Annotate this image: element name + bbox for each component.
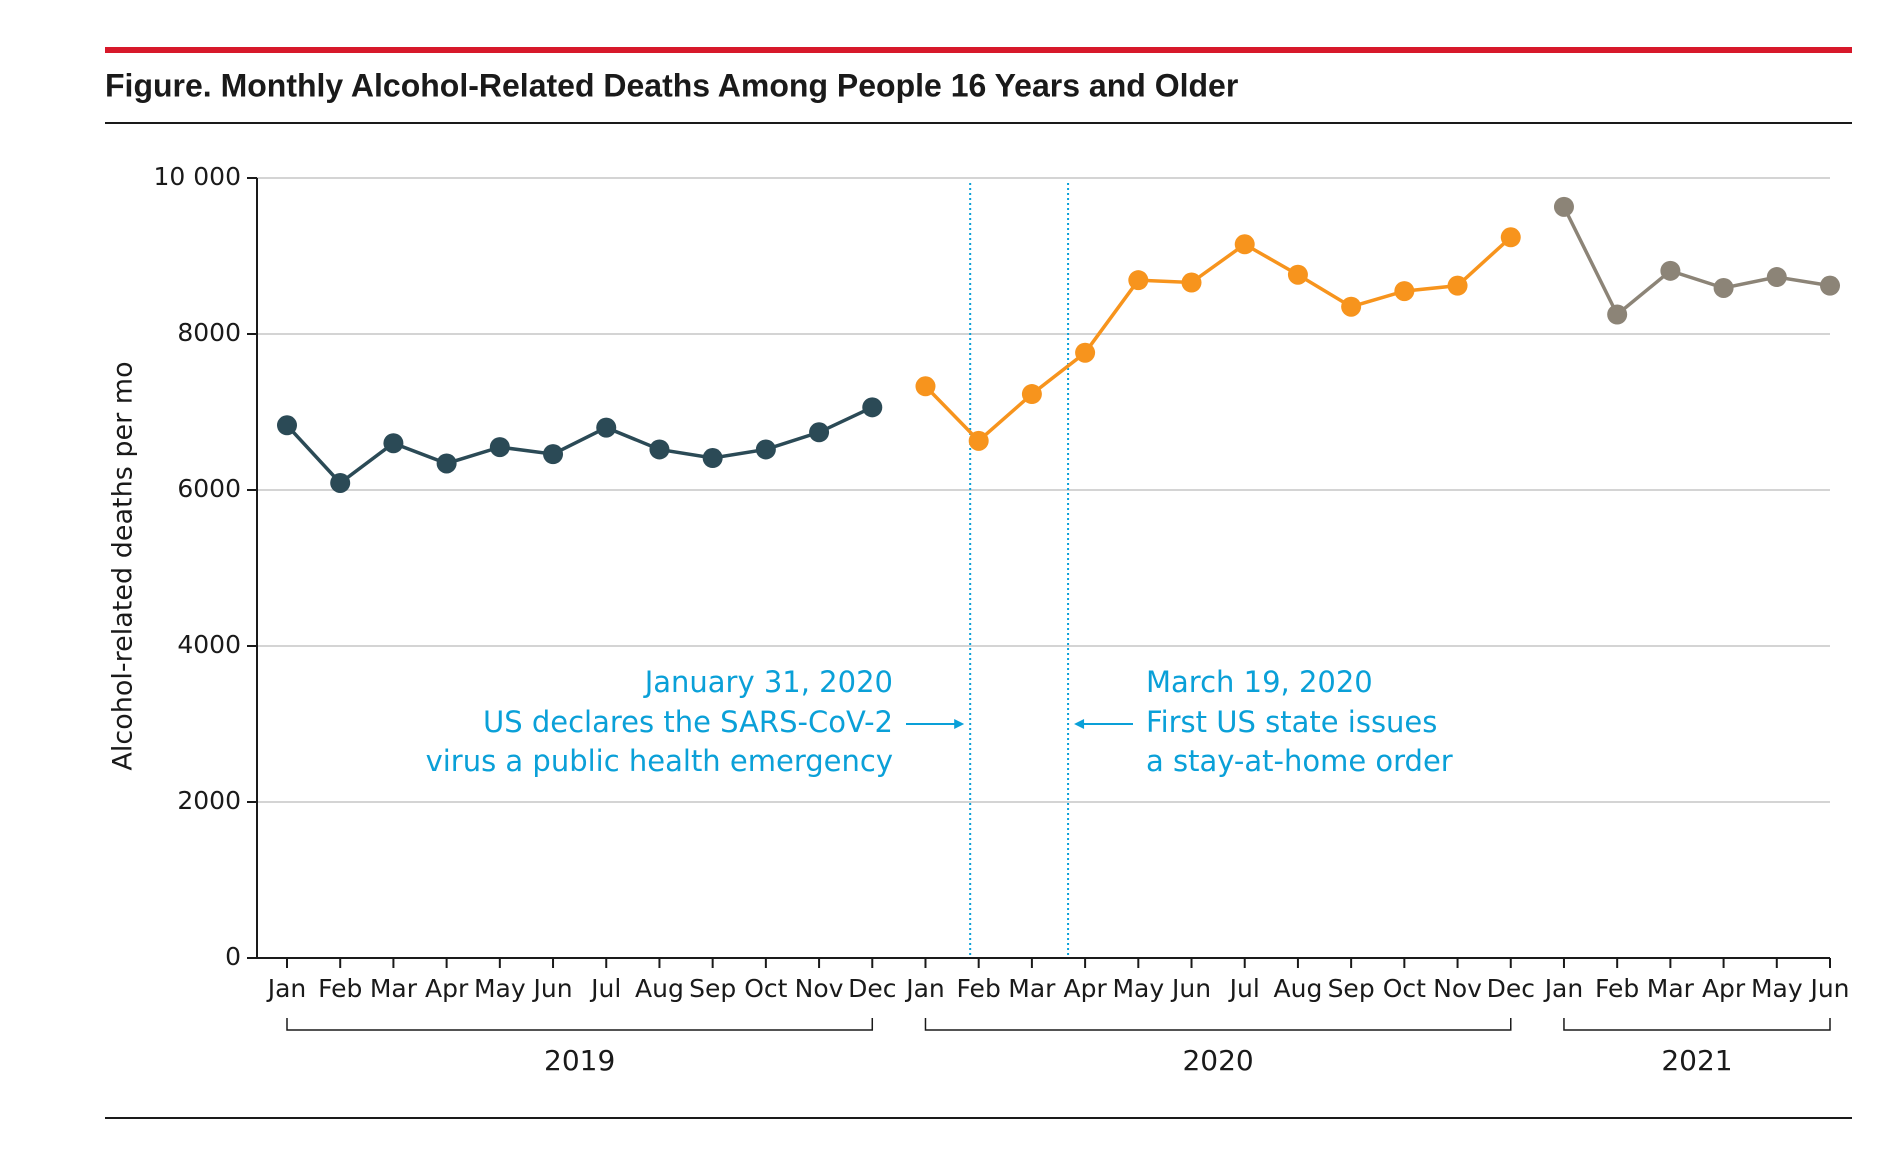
data-point xyxy=(1713,277,1734,298)
data-point xyxy=(915,376,936,397)
arrow-head xyxy=(1074,719,1085,729)
year-bracket xyxy=(1563,1018,1831,1031)
data-point xyxy=(1234,234,1255,255)
x-tick-label: Feb xyxy=(1595,974,1639,1003)
annotation-text: First US state issues xyxy=(1146,705,1437,739)
data-point xyxy=(968,430,989,451)
y-tick-label: 2000 xyxy=(177,786,241,815)
x-tick-label: Apr xyxy=(425,974,469,1003)
annotation-text: March 19, 2020 xyxy=(1146,665,1373,699)
x-tick-label: Sep xyxy=(1328,974,1375,1003)
year-label: 2019 xyxy=(544,1044,615,1077)
x-tick-label: Nov xyxy=(795,974,844,1003)
chart-title: Figure. Monthly Alcohol-Related Deaths A… xyxy=(105,67,1238,103)
year-label: 2020 xyxy=(1182,1044,1253,1077)
x-tick-label: Oct xyxy=(744,974,787,1003)
arrow-head xyxy=(954,719,965,729)
x-tick-label: Apr xyxy=(1063,974,1107,1003)
data-point xyxy=(489,437,510,458)
x-tick-label: May xyxy=(474,974,526,1003)
x-tick-label: Feb xyxy=(957,974,1001,1003)
year-bracket xyxy=(924,1018,1512,1031)
x-tick-label: Dec xyxy=(1487,974,1535,1003)
x-tick-label: Mar xyxy=(1008,974,1056,1003)
x-tick-label: Jul xyxy=(1228,974,1260,1003)
x-tick-label: Jun xyxy=(1170,974,1211,1003)
x-tick-label: Aug xyxy=(635,974,684,1003)
data-point xyxy=(1820,275,1840,296)
annotation-text: virus a public health emergency xyxy=(426,744,893,778)
x-tick-label: Jan xyxy=(266,974,307,1003)
y-tick-label: 4000 xyxy=(177,630,241,659)
x-tick-label: Mar xyxy=(1647,974,1695,1003)
x-tick-label: Jan xyxy=(1543,974,1584,1003)
data-point xyxy=(1181,272,1202,293)
x-tick-label: Nov xyxy=(1433,974,1482,1003)
data-point xyxy=(1553,196,1574,217)
y-axis-label: Alcohol-related deaths per mo xyxy=(108,361,139,770)
series-line xyxy=(924,235,1512,444)
x-tick-label: May xyxy=(1112,974,1164,1003)
x-tick-label: May xyxy=(1751,974,1803,1003)
data-point xyxy=(277,415,297,436)
data-point xyxy=(702,448,723,469)
data-point xyxy=(543,444,564,465)
data-point xyxy=(1021,384,1042,405)
x-tick-label: Dec xyxy=(848,974,896,1003)
series-line xyxy=(285,405,874,486)
annotation-text: January 31, 2020 xyxy=(643,665,893,699)
y-tick-label: 0 xyxy=(225,942,241,971)
x-tick-label: Jun xyxy=(532,974,573,1003)
year-bracket xyxy=(286,1018,874,1031)
data-point xyxy=(330,472,351,493)
data-point xyxy=(1660,260,1681,281)
x-tick-label: Jun xyxy=(1808,974,1849,1003)
series-line xyxy=(1562,206,1831,318)
data-point xyxy=(1766,267,1787,288)
data-point xyxy=(596,417,617,438)
data-point xyxy=(809,422,830,443)
x-tick-label: Sep xyxy=(689,974,736,1003)
data-point xyxy=(862,397,883,418)
data-point xyxy=(1341,296,1362,317)
y-tick-label: 6000 xyxy=(177,474,241,503)
top-bar xyxy=(105,47,1852,53)
annotation-text: a stay-at-home order xyxy=(1146,744,1453,778)
year-label: 2021 xyxy=(1661,1044,1732,1077)
x-tick-label: Apr xyxy=(1702,974,1746,1003)
x-tick-label: Oct xyxy=(1383,974,1426,1003)
data-point xyxy=(436,453,457,474)
data-point xyxy=(1607,304,1628,325)
data-point xyxy=(1287,264,1308,285)
annotation-text: US declares the SARS-CoV-2 xyxy=(483,705,893,739)
x-tick-label: Mar xyxy=(370,974,418,1003)
x-tick-label: Feb xyxy=(318,974,362,1003)
data-point xyxy=(755,439,776,460)
y-tick-label: 8000 xyxy=(177,318,241,347)
data-point xyxy=(1128,270,1149,291)
x-tick-label: Aug xyxy=(1274,974,1323,1003)
x-tick-label: Jul xyxy=(589,974,621,1003)
y-tick-label: 10 000 xyxy=(154,162,241,191)
x-tick-label: Jan xyxy=(904,974,945,1003)
data-point xyxy=(1447,275,1468,296)
data-point xyxy=(1075,342,1096,363)
data-point xyxy=(1394,281,1415,302)
data-point xyxy=(649,439,670,460)
data-point xyxy=(1500,227,1521,248)
data-point xyxy=(383,433,404,454)
